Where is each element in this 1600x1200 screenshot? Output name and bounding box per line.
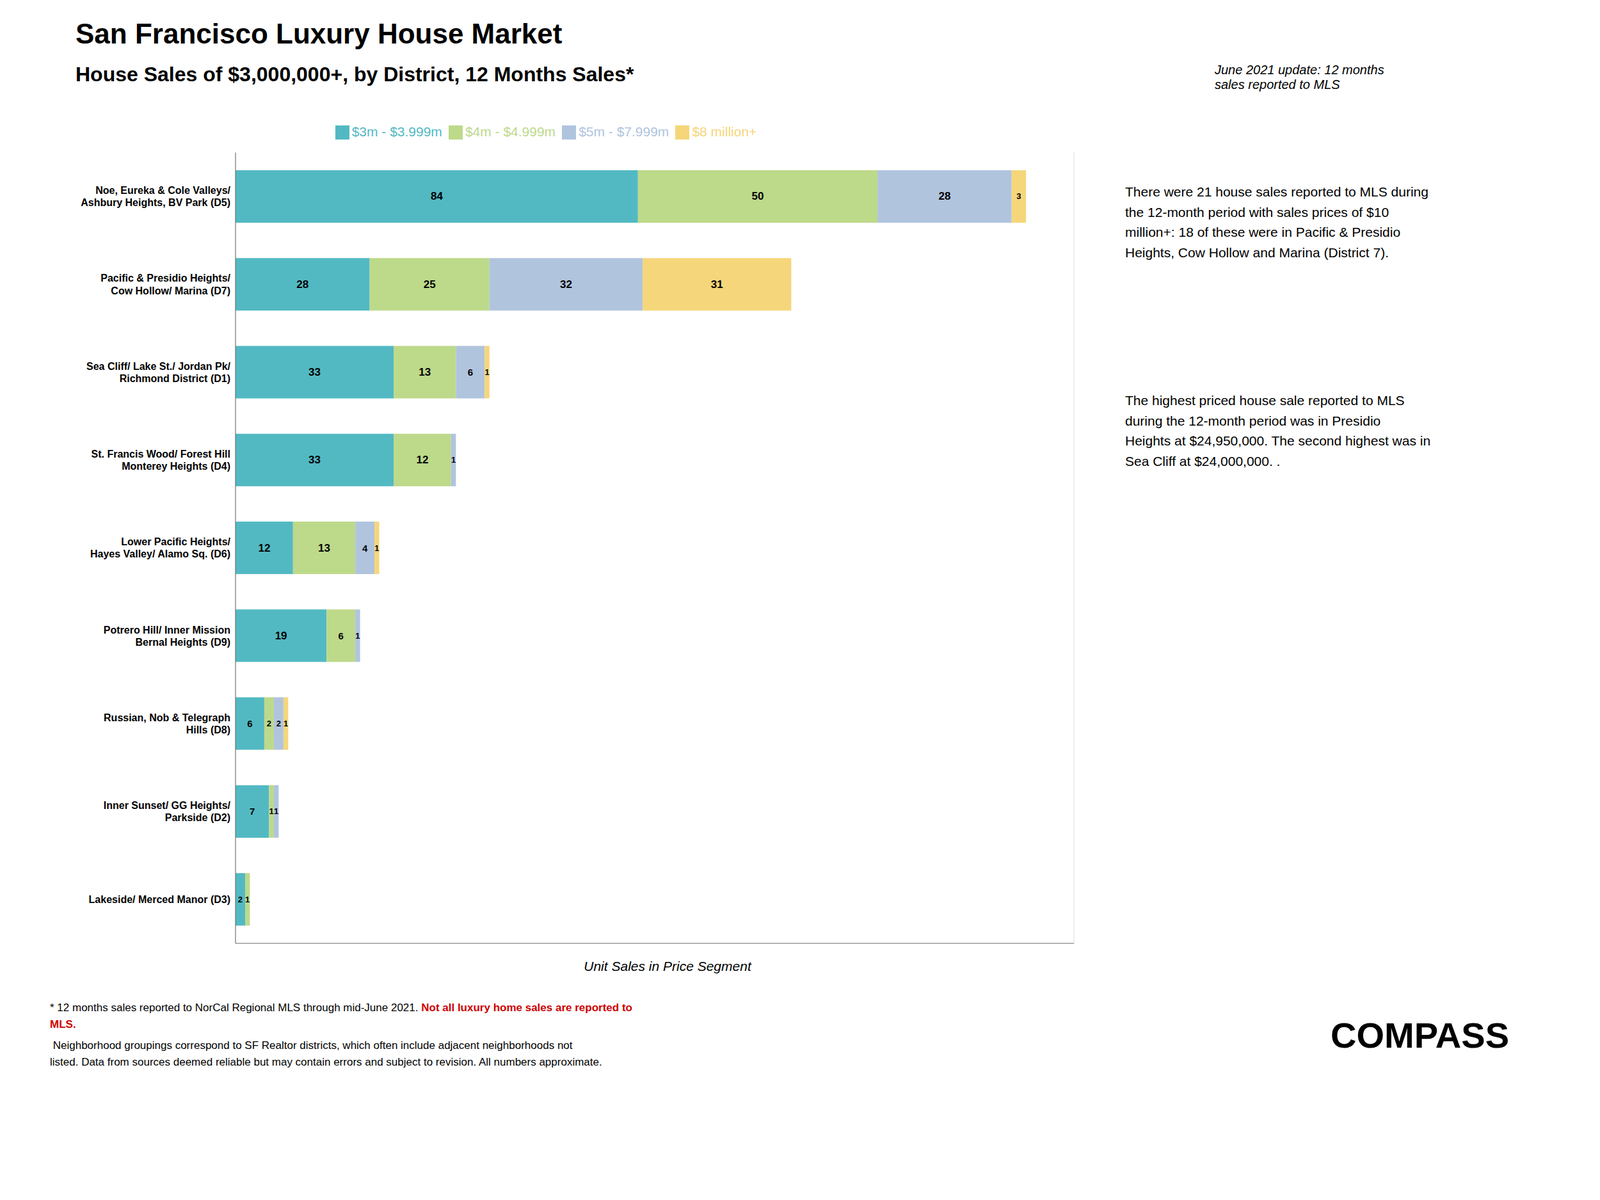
html-text:$4m - $4.999m: $4m - $4.999m bbox=[465, 124, 556, 139]
html-text:$8 million+: $8 million+ bbox=[692, 124, 757, 139]
svg-text:St. Francis Wood/ Forest HillM: St. Francis Wood/ Forest HillMonterey He… bbox=[90, 448, 231, 472]
svg-text:1: 1 bbox=[273, 806, 279, 816]
html-text:The highest priced house sale: The highest priced house sale reported t… bbox=[1125, 392, 1431, 469]
svg-text:33: 33 bbox=[308, 366, 321, 379]
html-text:COMPASS: COMPASS bbox=[1330, 1014, 1510, 1056]
svg-text:Sea Cliff/ Lake St./ Jordan Pk: Sea Cliff/ Lake St./ Jordan Pk/Richmond … bbox=[86, 360, 232, 384]
svg-text:1: 1 bbox=[245, 894, 250, 905]
svg-text:33: 33 bbox=[308, 453, 321, 466]
svg-text:13: 13 bbox=[318, 542, 331, 555]
svg-text:Russian, Nob & TelegraphHills: Russian, Nob & TelegraphHills (D8) bbox=[103, 712, 231, 736]
svg-text:12: 12 bbox=[416, 453, 429, 466]
svg-text:1: 1 bbox=[283, 718, 288, 729]
svg-text:Potrero Hill/ Inner MissionBer: Potrero Hill/ Inner MissionBernal Height… bbox=[103, 624, 231, 648]
svg-text:25: 25 bbox=[423, 278, 436, 291]
html-text:June 2021 update: 12 months sa: June 2021 update: 12 months sales report… bbox=[1214, 62, 1385, 92]
html-text:* 12 months sales reported to: * 12 months sales reported to NorCal Reg… bbox=[49, 1001, 633, 1031]
html-text:Unit Sales in Price Segment: Unit Sales in Price Segment bbox=[583, 958, 752, 974]
svg-text:50: 50 bbox=[751, 190, 764, 203]
svg-text:19: 19 bbox=[275, 629, 288, 642]
svg-text:6: 6 bbox=[338, 630, 344, 642]
html-text:$5m - $7.999m: $5m - $7.999m bbox=[578, 124, 670, 139]
svg-text:28: 28 bbox=[938, 190, 951, 203]
html-text:$3m - $3.999m: $3m - $3.999m bbox=[351, 124, 443, 139]
svg-text:1: 1 bbox=[269, 806, 274, 816]
html-text:House Sales of $3,000,000+, by: House Sales of $3,000,000+, by District,… bbox=[75, 62, 634, 86]
svg-text:12: 12 bbox=[257, 542, 271, 555]
svg-text:13: 13 bbox=[418, 366, 431, 379]
svg-text:2: 2 bbox=[276, 718, 281, 729]
svg-text:3: 3 bbox=[1016, 191, 1021, 201]
svg-text:Inner Sunset/ GG Heights/Parks: Inner Sunset/ GG Heights/Parkside (D2) bbox=[103, 800, 232, 824]
svg-text:32: 32 bbox=[560, 278, 573, 291]
html-text:Neighborhood groupings corresp: Neighborhood groupings correspond to SF … bbox=[49, 1039, 603, 1068]
svg-text:1: 1 bbox=[484, 367, 489, 377]
svg-text:6: 6 bbox=[247, 718, 253, 729]
svg-text:84: 84 bbox=[430, 190, 443, 203]
svg-text:4: 4 bbox=[362, 542, 368, 554]
svg-text:7: 7 bbox=[249, 805, 255, 817]
svg-text:31: 31 bbox=[711, 278, 724, 291]
svg-text:Pacific & Presidio Heights/Cow: Pacific & Presidio Heights/Cow Hollow/ M… bbox=[100, 272, 231, 296]
svg-text:1: 1 bbox=[451, 455, 456, 465]
html-text:San Francisco Luxury House Mar: San Francisco Luxury House Market bbox=[75, 17, 563, 50]
svg-text:28: 28 bbox=[296, 278, 309, 291]
html-text:There were 21 house sales repo: There were 21 house sales reported to ML… bbox=[1125, 184, 1429, 260]
svg-text:1: 1 bbox=[355, 631, 360, 641]
svg-text:2: 2 bbox=[238, 894, 243, 905]
svg-text:Noe, Eureka & Cole Valleys/Ash: Noe, Eureka & Cole Valleys/Ashbury Heigh… bbox=[80, 184, 231, 208]
svg-text:2: 2 bbox=[266, 718, 272, 729]
svg-text:1: 1 bbox=[374, 543, 379, 553]
svg-text:Lower Pacific Heights/Hayes Va: Lower Pacific Heights/Hayes Valley/ Alam… bbox=[90, 536, 232, 560]
svg-text:6: 6 bbox=[467, 366, 473, 378]
svg-text:Lakeside/ Merced Manor (D3): Lakeside/ Merced Manor (D3) bbox=[88, 894, 231, 905]
